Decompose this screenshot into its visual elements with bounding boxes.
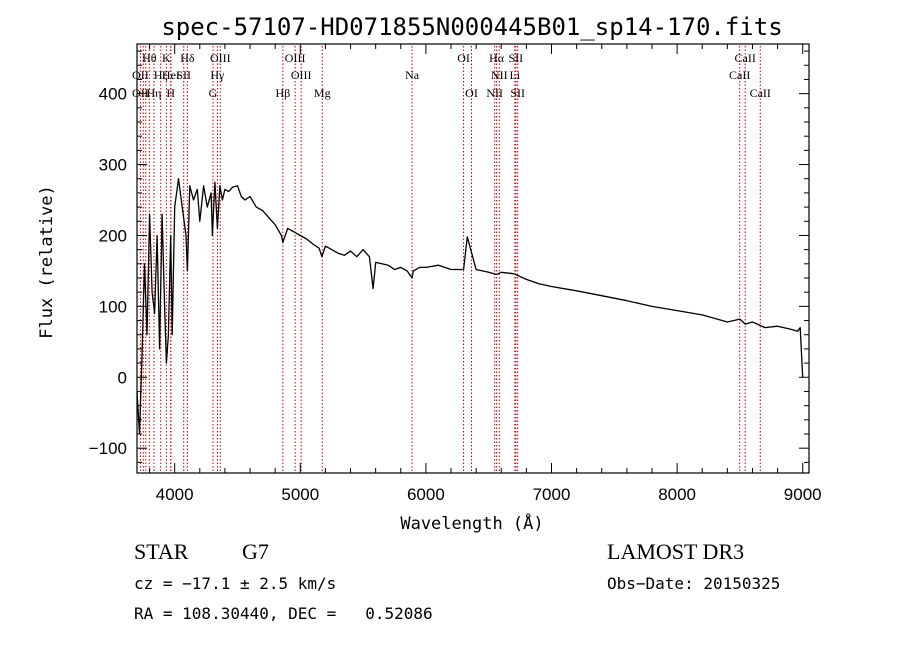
spectral-line-label: Hγ	[210, 68, 225, 82]
y-tick-label: 400	[99, 85, 127, 104]
x-tick-label: 6000	[407, 485, 445, 504]
spectral-line-label: HeI	[162, 68, 180, 82]
spectral-line-label: Hα	[489, 51, 505, 65]
spectral-line-label: CaII	[750, 86, 771, 100]
y-tick-label: 300	[99, 156, 127, 175]
axis-ticks: 4000 5000 6000 7000 8000 9000 −100 0 100 200 300 40…	[89, 44, 822, 504]
x-axis-label: Wavelength (Å)	[400, 512, 543, 534]
y-tick-label: 200	[99, 226, 127, 245]
spectral-line-label: OIII	[285, 51, 306, 65]
y-tick-label: 0	[118, 368, 127, 387]
spectral-line-label: Na	[405, 68, 420, 82]
spectral-line-label: Hζ	[154, 68, 168, 82]
spectral-line-label: SII	[508, 51, 523, 65]
spectral-subclass: G7	[242, 539, 269, 564]
x-tick-label: 4000	[156, 485, 194, 504]
spectral-line-label: G	[209, 86, 218, 100]
spectrum-series	[136, 178, 804, 435]
spectral-line-label: H	[166, 86, 175, 100]
spectral-line-label: Hδ	[180, 51, 195, 65]
spectral-line-label: CaII	[729, 68, 750, 82]
spectral-line-label: OII	[132, 86, 149, 100]
y-axis-label: Flux (relative)	[37, 185, 57, 339]
spectral-line-label: NII	[486, 86, 503, 100]
obs-date: Obs−Date: 20150325	[607, 574, 781, 593]
spectral-line-label: OIII	[291, 68, 312, 82]
spectral-line-label: OI	[457, 51, 470, 65]
spectral-line-label: CaII	[735, 51, 756, 65]
spectral-line-label: Hβ	[275, 86, 290, 100]
spectral-line-label: OIII	[210, 51, 231, 65]
y-tick-label: 100	[99, 297, 127, 316]
object-type: STAR	[134, 539, 189, 564]
spectral-line-label: SII	[176, 68, 191, 82]
spectral-line-label: NII	[491, 68, 508, 82]
survey-name: LAMOST DR3	[607, 539, 745, 564]
x-tick-label: 7000	[533, 485, 571, 504]
spectral-line-label: SII	[510, 86, 525, 100]
spectral-line-label: Li	[509, 68, 520, 82]
chart-title: spec-57107-HD071855N000445B01_sp14-170.f…	[161, 13, 782, 41]
x-tick-label: 5000	[281, 485, 319, 504]
spectral-line-label: K	[162, 51, 171, 65]
spectral-line-markers	[139, 46, 761, 473]
spectral-line-label: OII	[132, 68, 149, 82]
plot-frame	[136, 43, 810, 474]
coordinates: RA = 108.30440, DEC = 0.52086	[134, 604, 433, 623]
spectral-line-label: Mg	[314, 86, 331, 100]
x-tick-label: 8000	[658, 485, 696, 504]
spectral-line-label: Hη	[146, 86, 161, 100]
spectral-line-label: Hθ	[142, 51, 157, 65]
y-tick-label: −100	[89, 439, 127, 458]
redshift-cz: cz = −17.1 ± 2.5 km/s	[134, 574, 337, 593]
x-tick-label: 9000	[784, 485, 822, 504]
spectral-line-label: OI	[465, 86, 478, 100]
